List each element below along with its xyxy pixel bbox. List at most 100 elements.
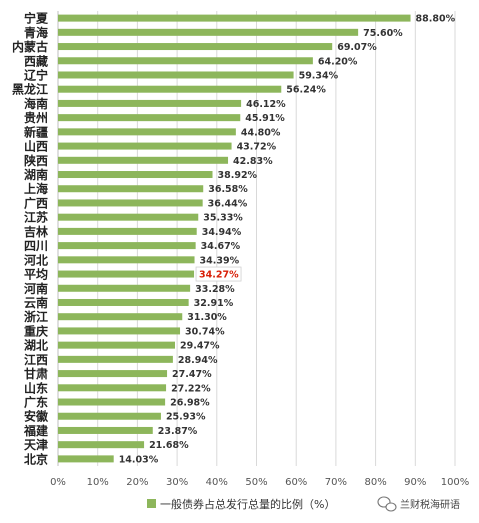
bars	[58, 14, 411, 463]
category-label: 新疆	[24, 124, 48, 139]
x-tick-labels: 0% 10% 20% 30% 40% 50% 60% 70% 80% 90% 100%	[50, 477, 469, 488]
watermark: 兰财税海研语	[377, 496, 460, 512]
legend-swatch	[147, 499, 156, 508]
bar	[58, 355, 173, 363]
highlight-label-box	[195, 266, 242, 282]
bar	[58, 441, 145, 449]
data-label: 36.58%	[208, 184, 248, 195]
category-label: 浙江	[24, 309, 48, 324]
data-label: 64.20%	[318, 56, 358, 67]
data-label: 26.98%	[170, 398, 210, 409]
x-tick-label: 60%	[285, 477, 307, 488]
category-label: 天津	[24, 437, 48, 452]
bar	[58, 412, 161, 420]
category-label: 山西	[24, 139, 48, 154]
category-label: 安徽	[24, 409, 49, 424]
data-label: 43.72%	[237, 142, 277, 153]
data-label: 56.24%	[286, 85, 326, 96]
x-tick-label: 50%	[245, 477, 267, 488]
data-label: 59.34%	[299, 70, 339, 81]
category-label: 宁夏	[24, 11, 49, 26]
data-label: 42.83%	[233, 156, 273, 167]
category-label: 辽宁	[24, 67, 48, 82]
bar	[58, 71, 294, 79]
bar	[58, 99, 242, 107]
legend: 一般债券占总发行总量的比例（%）	[147, 497, 335, 511]
data-label: 35.33%	[203, 213, 243, 224]
category-label: 四川	[24, 239, 48, 253]
x-tick-label: 20%	[126, 477, 148, 488]
bar	[58, 256, 195, 264]
wechat-icon	[377, 496, 397, 512]
category-label: 江苏	[24, 210, 48, 225]
category-label: 河南	[23, 281, 48, 296]
bar	[58, 142, 232, 150]
bar	[58, 114, 241, 122]
x-tick-label: 80%	[364, 477, 386, 488]
category-label: 山东	[24, 380, 48, 395]
bar	[58, 14, 411, 22]
category-label: 湖北	[24, 338, 48, 353]
bar	[58, 43, 333, 51]
bar	[58, 85, 282, 93]
bar	[58, 270, 195, 278]
data-label: 29.47%	[180, 341, 220, 352]
data-label: 27.22%	[171, 383, 211, 394]
bar	[58, 298, 189, 306]
bar	[58, 327, 181, 335]
data-label: 45.91%	[245, 113, 285, 124]
data-label: 23.87%	[158, 426, 198, 437]
x-tick-label: 30%	[166, 477, 188, 488]
bar	[58, 28, 359, 36]
data-label: 28.94%	[178, 355, 218, 366]
category-label: 西藏	[24, 53, 48, 68]
data-label: 44.80%	[241, 127, 281, 138]
x-tick-label: 10%	[87, 477, 109, 488]
category-label: 海南	[24, 96, 48, 111]
bar	[58, 341, 175, 349]
category-label: 福建	[23, 423, 49, 438]
category-label: 云南	[24, 295, 48, 310]
legend-label: 一般债券占总发行总量的比例（%）	[160, 497, 335, 511]
bar	[58, 242, 196, 250]
bar	[58, 313, 183, 321]
category-label: 甘肃	[24, 366, 48, 381]
gridlines	[57, 11, 456, 466]
data-label: 34.27%	[199, 270, 239, 281]
bar	[58, 370, 168, 378]
bar	[58, 227, 197, 235]
category-label: 黑龙江	[12, 82, 48, 97]
category-label: 青海	[24, 25, 48, 40]
data-label: 33.28%	[195, 284, 235, 295]
bar	[58, 213, 199, 221]
category-label: 内蒙古	[12, 39, 48, 54]
category-label: 广西	[24, 195, 48, 210]
bar	[58, 185, 204, 193]
bar	[58, 284, 191, 292]
category-label: 平均	[24, 267, 48, 282]
category-label: 上海	[24, 181, 48, 196]
data-label: 27.47%	[172, 369, 212, 380]
bar	[58, 199, 203, 207]
category-label: 吉林	[24, 224, 48, 239]
data-label: 32.91%	[194, 298, 234, 309]
data-label: 46.12%	[246, 99, 286, 110]
data-label: 75.60%	[363, 28, 403, 39]
bar	[58, 171, 213, 179]
data-label: 88.80%	[416, 14, 456, 25]
bar	[58, 57, 313, 65]
bar	[58, 426, 153, 434]
x-tick-label: 70%	[325, 477, 347, 488]
data-label: 14.03%	[119, 454, 159, 465]
category-label: 河北	[23, 252, 48, 267]
category-label: 贵州	[24, 110, 48, 125]
data-label: 34.67%	[201, 241, 241, 252]
data-label: 34.39%	[200, 255, 240, 266]
data-label: 21.68%	[149, 440, 189, 451]
category-label: 陕西	[24, 153, 48, 168]
bar	[58, 398, 166, 406]
x-tick-label: 100%	[441, 477, 470, 488]
category-label: 重庆	[24, 323, 48, 338]
bar	[58, 128, 236, 136]
